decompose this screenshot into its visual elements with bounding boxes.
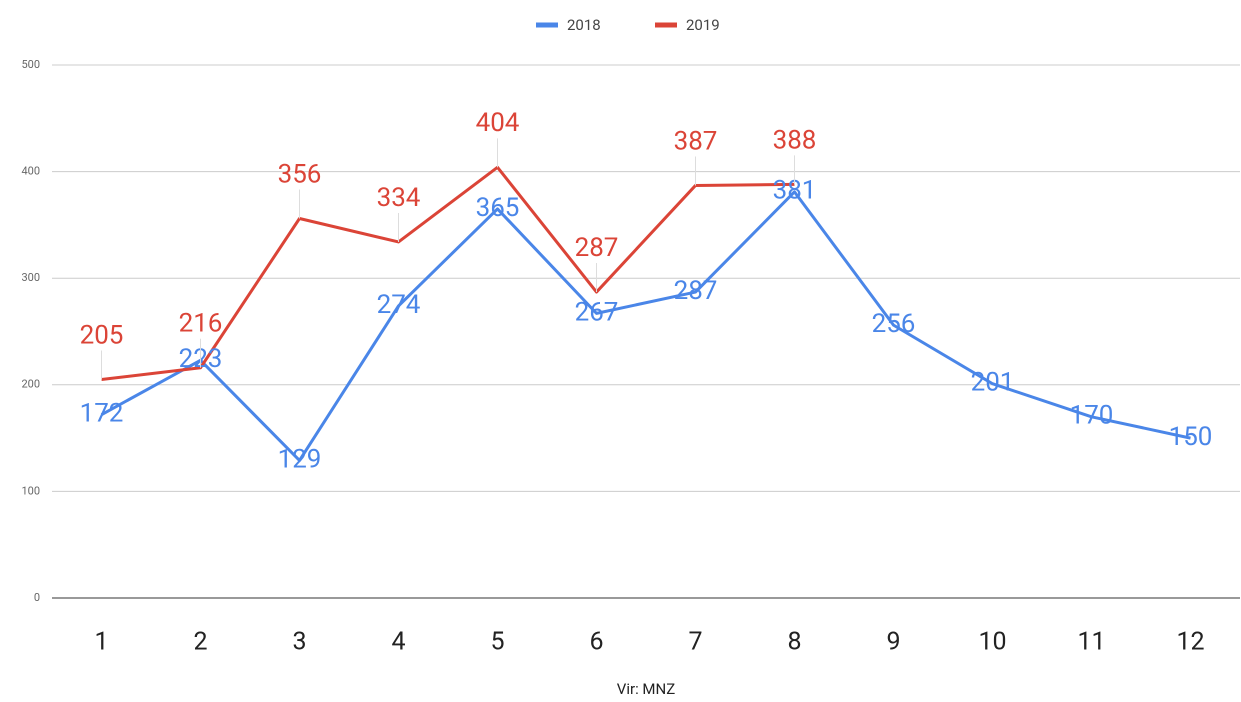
y-tick-label: 500: [21, 58, 40, 71]
data-label: 287: [674, 276, 718, 306]
data-label: 201: [971, 368, 1015, 398]
data-label: 356: [278, 159, 322, 189]
x-tick-label: 8: [787, 628, 801, 657]
x-tick-label: 3: [292, 628, 306, 657]
data-label: 334: [377, 183, 421, 213]
data-label: 287: [575, 233, 619, 263]
data-label: 388: [773, 125, 817, 155]
data-label: 216: [179, 309, 223, 339]
data-label: 365: [476, 193, 520, 223]
series-line: [101, 165, 795, 381]
x-tick-label: 6: [589, 628, 603, 657]
y-tick-label: 400: [21, 165, 40, 178]
x-tick-label: 5: [490, 628, 504, 657]
data-label: 205: [80, 320, 124, 350]
x-axis-label: Vir: MNZ: [617, 680, 675, 698]
x-tick-label: 1: [94, 628, 108, 657]
data-label: 404: [476, 108, 520, 138]
series-line: [100, 190, 1191, 462]
legend-label: 2018: [567, 16, 601, 34]
y-tick-label: 100: [21, 484, 40, 497]
x-tick-label: 9: [886, 628, 900, 657]
data-label: 274: [377, 290, 421, 320]
data-label: 150: [1169, 422, 1213, 452]
y-tick-label: 0: [34, 591, 40, 604]
x-tick-label: 2: [193, 628, 207, 657]
data-label: 129: [278, 444, 322, 474]
data-label: 170: [1070, 401, 1114, 431]
x-tick-label: 4: [391, 628, 405, 657]
data-label: 256: [872, 309, 916, 339]
data-label: 387: [674, 126, 718, 156]
x-tick-label: 7: [688, 628, 702, 657]
x-tick-label: 10: [978, 628, 1006, 657]
x-tick-label: 12: [1176, 628, 1204, 657]
y-tick-label: 200: [21, 378, 40, 391]
x-tick-label: 11: [1077, 628, 1105, 657]
legend-label: 2019: [686, 16, 720, 34]
data-label: 172: [80, 399, 124, 429]
y-tick-label: 300: [21, 271, 40, 284]
data-label: 267: [575, 297, 619, 327]
